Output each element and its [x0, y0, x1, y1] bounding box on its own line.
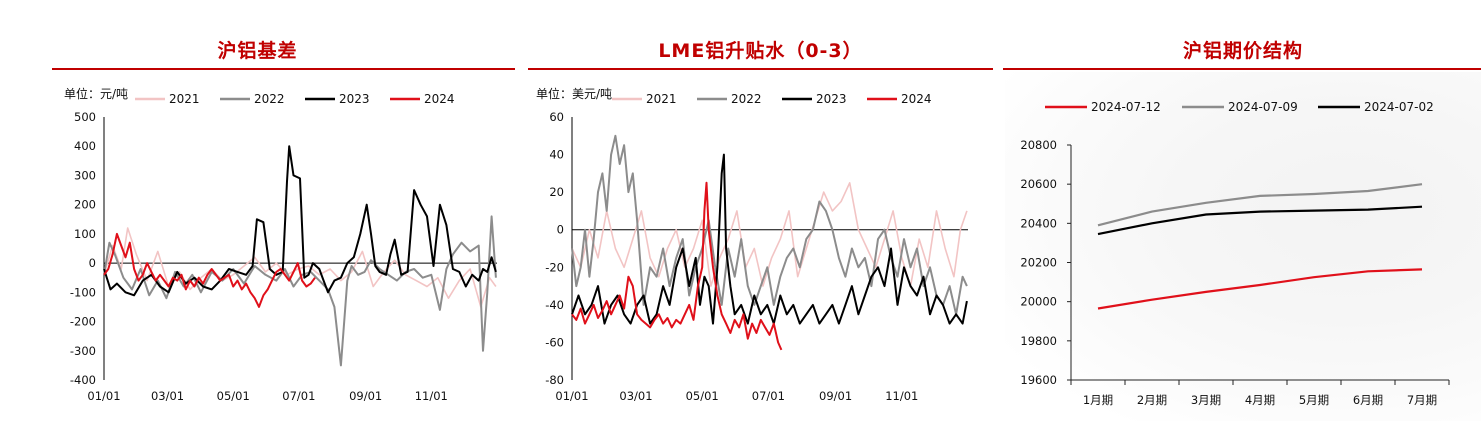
y-tick-label: -60 — [545, 335, 564, 349]
x-tick-label: 7月期 — [1407, 393, 1437, 407]
y-tick-label: 400 — [74, 139, 96, 153]
y-tick-label: 20400 — [1020, 216, 1057, 230]
series-line-2024-07-09 — [1097, 183, 1423, 227]
title-rule — [528, 68, 993, 70]
title-rule — [52, 68, 515, 70]
x-tick-label: 3月期 — [1191, 393, 1221, 407]
legend-label-2022: 2022 — [254, 92, 285, 106]
legend-label: 2024-07-12 — [1091, 100, 1161, 114]
panel-lme: LME铝升贴水（0-3） 60 40 20 0 -20 -40 -60 -80 01/01 03/… — [528, 40, 993, 403]
series-line-2022 — [103, 215, 497, 367]
watermark-bg — [1005, 72, 1481, 421]
axes: 60 40 20 0 -20 -40 -60 -80 01/01 03/01 05/01 07/01 0… — [545, 110, 968, 403]
y-tick-label: 0 — [89, 256, 96, 270]
y-tick-label: -100 — [70, 285, 96, 299]
y-tick-label: -40 — [545, 298, 564, 312]
x-tick-label: 01/01 — [87, 389, 120, 403]
unit-label: 单位：元/吨 — [64, 86, 128, 101]
legend: 2021 2022 2023 2024 — [612, 92, 932, 106]
series-line-2024-07-02 — [1097, 205, 1423, 236]
title-rule — [1003, 68, 1481, 70]
x-tick-label: 11/01 — [415, 389, 448, 403]
x-tick-label: 1月期 — [1083, 393, 1113, 407]
y-tick-label: 20000 — [1020, 295, 1057, 309]
basis-chart: 500 400 300 200 100 0 -100 -200 -300 -400 01/01 03/… — [64, 86, 497, 403]
chart-title: 沪铝期价结构 — [1182, 40, 1303, 62]
axes: 20800 20600 20400 20200 20000 19800 19600 1月期 2月… — [1020, 138, 1450, 407]
x-tick-label: 07/01 — [282, 389, 315, 403]
x-tick-label: 03/01 — [151, 389, 184, 403]
y-tick-label: 300 — [74, 168, 96, 182]
series-line-2022 — [571, 134, 968, 316]
y-tick-label: 200 — [74, 198, 96, 212]
legend-label-2024: 2024 — [424, 92, 455, 106]
legend-label-2023: 2023 — [816, 92, 847, 106]
series-line-2024 — [103, 232, 316, 308]
axes: 500 400 300 200 100 0 -100 -200 -300 -400 01/01 03/… — [70, 110, 497, 403]
y-tick-label: 19600 — [1020, 373, 1057, 387]
x-tick-label: 07/01 — [752, 389, 785, 403]
x-tick-label: 5月期 — [1299, 393, 1329, 407]
y-tick-label: -400 — [70, 373, 96, 387]
y-tick-label: 19800 — [1020, 334, 1057, 348]
x-tick-label: 05/01 — [686, 389, 719, 403]
y-tick-label: -80 — [545, 373, 564, 387]
x-tick-label: 6月期 — [1353, 393, 1383, 407]
y-tick-label: 20800 — [1020, 138, 1057, 152]
legend-label-2021: 2021 — [169, 92, 200, 106]
y-tick-label: 40 — [549, 148, 564, 162]
chart-title: LME铝升贴水（0-3） — [658, 40, 863, 62]
legend: 2024-07-12 2024-07-09 2024-07-02 — [1045, 100, 1434, 114]
y-tick-label: 100 — [74, 227, 96, 241]
x-tick-label: 11/01 — [885, 389, 918, 403]
panel-basis: 沪铝基差 500 400 300 200 100 0 -100 -200 -300 -400 01/… — [0, 0, 515, 421]
y-tick-label: -300 — [70, 344, 96, 358]
x-tick-label: 4月期 — [1245, 393, 1275, 407]
series-line-2023 — [571, 153, 968, 325]
x-tick-label: 03/01 — [619, 389, 652, 403]
y-tick-label: 500 — [74, 110, 96, 124]
y-tick-label: 20200 — [1020, 256, 1057, 270]
y-tick-label: 60 — [549, 110, 564, 124]
series-lines — [103, 145, 497, 367]
lme-chart: 60 40 20 0 -20 -40 -60 -80 01/01 03/01 05/01 07/01 0… — [536, 86, 968, 403]
y-tick-label: 20 — [549, 185, 564, 199]
series-line-2024 — [571, 181, 783, 351]
series-line-2024-07-12 — [1097, 268, 1423, 310]
series-lines — [1097, 183, 1423, 310]
legend-label-2024: 2024 — [901, 92, 932, 106]
legend: 2021 2022 2023 2024 — [135, 92, 455, 106]
legend-label-2022: 2022 — [731, 92, 762, 106]
y-tick-label: -200 — [70, 315, 96, 329]
chart-title: 沪铝基差 — [217, 40, 298, 62]
legend-label: 2024-07-02 — [1364, 100, 1434, 114]
y-tick-label: 20600 — [1020, 177, 1057, 191]
legend-label-2023: 2023 — [339, 92, 370, 106]
x-tick-label: 01/01 — [555, 389, 588, 403]
x-tick-label: 05/01 — [217, 389, 250, 403]
legend-label-2021: 2021 — [646, 92, 677, 106]
x-tick-label: 2月期 — [1137, 393, 1167, 407]
unit-label: 单位：美元/吨 — [536, 86, 612, 101]
x-tick-label: 09/01 — [349, 389, 382, 403]
series-lines — [571, 134, 968, 351]
y-tick-label: 0 — [557, 223, 564, 237]
y-tick-label: -20 — [545, 260, 564, 274]
x-tick-label: 09/01 — [819, 389, 852, 403]
legend-label: 2024-07-09 — [1228, 100, 1298, 114]
series-line-2021 — [103, 227, 497, 308]
